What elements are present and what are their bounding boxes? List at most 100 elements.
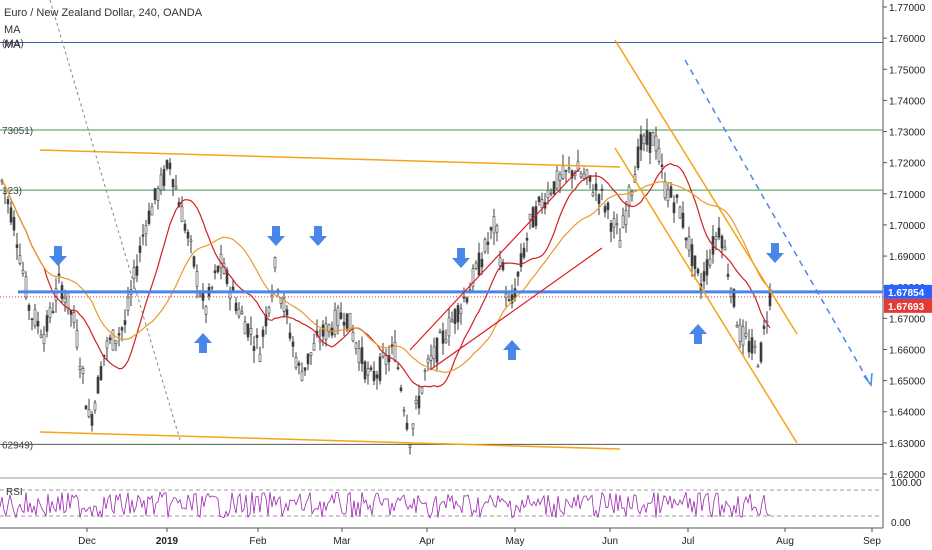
channel-upper-trendline xyxy=(614,39,798,335)
candle-body xyxy=(762,325,766,329)
candle-body xyxy=(576,161,580,172)
candle-body xyxy=(324,323,328,340)
candle-body xyxy=(546,189,550,199)
down-arrow-2 xyxy=(267,226,285,246)
candle-body xyxy=(567,167,571,170)
price-tick-label: 1.66000 xyxy=(889,345,926,356)
candle-body xyxy=(606,202,610,211)
candle-body xyxy=(282,298,286,312)
ma-legend-2: MA xyxy=(4,39,21,51)
candle-body xyxy=(414,400,418,404)
candle-body xyxy=(417,395,421,409)
price-tick-label: 1.74000 xyxy=(889,96,926,107)
candle-body xyxy=(363,361,367,380)
up-channel-lower xyxy=(429,247,603,371)
candle-body xyxy=(6,199,10,205)
candle-body xyxy=(72,312,76,324)
level-label-4: 62949) xyxy=(2,440,33,451)
candle-body xyxy=(753,345,757,348)
candle-body xyxy=(93,402,97,411)
time-tick-label: Apr xyxy=(419,536,435,547)
candle-body xyxy=(666,189,670,202)
candle-body xyxy=(51,311,55,313)
candle-body xyxy=(522,247,526,258)
time-tick-label: Feb xyxy=(249,536,267,547)
candle-body xyxy=(45,315,49,332)
candle-body xyxy=(756,365,760,368)
candle-body xyxy=(444,338,448,343)
candle-body xyxy=(396,367,400,369)
candle-body xyxy=(165,160,169,169)
candle-body xyxy=(492,216,496,234)
up-arrow-3 xyxy=(689,324,707,344)
candle-body xyxy=(159,174,163,191)
resistance-trendline xyxy=(39,149,621,168)
candle-body xyxy=(309,352,313,356)
level-label-1: (MA) xyxy=(2,38,24,49)
candle-body xyxy=(168,162,172,170)
rsi-tick-0: 0.00 xyxy=(891,518,911,529)
candle-body xyxy=(117,333,121,336)
price-tick-label: 1.71000 xyxy=(889,190,926,201)
candle-body xyxy=(15,244,19,249)
candle-body xyxy=(366,368,370,376)
candle-body xyxy=(669,186,673,198)
candle-body xyxy=(27,304,31,311)
down-arrow-1 xyxy=(49,246,67,266)
rsi-label: RSI xyxy=(6,487,23,498)
candle-body xyxy=(447,317,451,337)
candle-body xyxy=(516,271,520,277)
candle-body xyxy=(627,186,631,207)
price-tick-label: 1.62000 xyxy=(889,470,926,481)
candle-body xyxy=(474,262,478,269)
support-trendline xyxy=(39,431,621,450)
candle-body xyxy=(261,329,265,337)
candle-body xyxy=(717,227,721,238)
up-channel-upper xyxy=(409,167,581,351)
candle-body xyxy=(264,314,268,327)
candle-body xyxy=(69,310,73,315)
candle-body xyxy=(693,255,697,269)
candle-body xyxy=(138,245,142,253)
candle-body xyxy=(312,342,316,351)
candle-body xyxy=(3,191,7,194)
price-tick-label: 1.64000 xyxy=(889,408,926,419)
candle-body xyxy=(144,225,148,234)
candle-body xyxy=(420,386,424,394)
time-tick-label: Mar xyxy=(333,536,351,547)
up-arrow-1 xyxy=(194,333,212,353)
rsi-line xyxy=(0,490,771,519)
candle-body xyxy=(438,331,442,334)
candle-body xyxy=(579,173,583,178)
candle-body xyxy=(495,225,499,233)
candle-body xyxy=(360,347,364,364)
candle-body xyxy=(267,306,271,314)
candle-body xyxy=(195,271,199,287)
candle-body xyxy=(372,370,376,382)
candle-body xyxy=(243,321,247,335)
candle-body xyxy=(234,302,238,311)
candle-body xyxy=(594,183,598,191)
candle-body xyxy=(354,342,358,349)
candle-body xyxy=(273,257,277,269)
candle-body xyxy=(462,296,466,299)
candle-body xyxy=(351,332,355,342)
candle-body xyxy=(300,371,304,381)
candle-body xyxy=(645,130,649,145)
candle-body xyxy=(375,374,379,379)
candle-body xyxy=(255,334,259,338)
candle-body xyxy=(426,358,430,364)
candle-body xyxy=(726,273,730,277)
candle-body xyxy=(30,318,34,321)
candle-body xyxy=(180,206,184,223)
candle-body xyxy=(48,307,52,319)
candle-body xyxy=(96,376,100,394)
candle-body xyxy=(303,367,307,371)
price-tick-label: 1.77000 xyxy=(889,3,926,14)
candle-body xyxy=(537,196,541,203)
time-tick-label: Dec xyxy=(78,536,96,547)
candle-body xyxy=(18,255,22,264)
candle-body xyxy=(642,135,646,144)
